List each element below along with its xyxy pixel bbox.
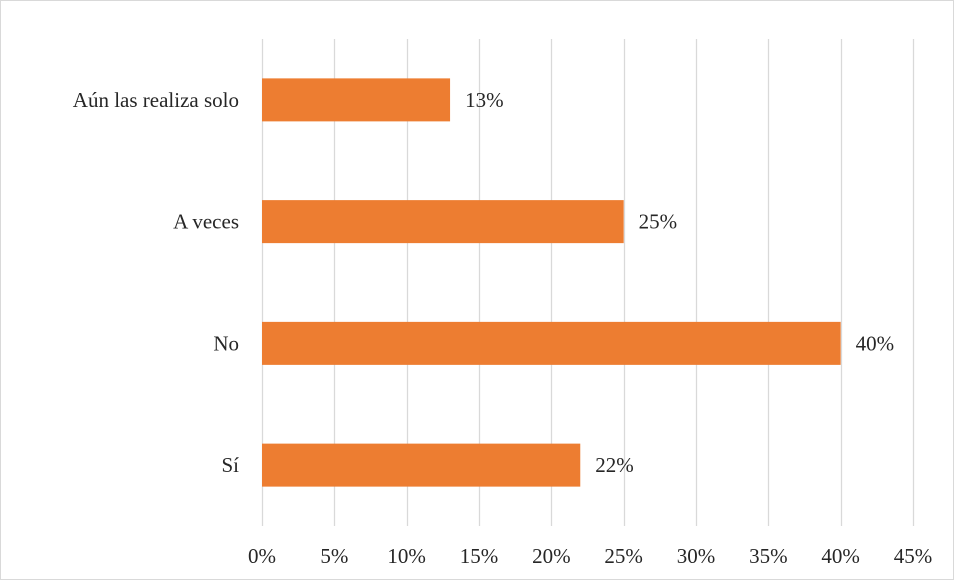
bar (262, 321, 841, 365)
x-tick-label: 35% (749, 544, 788, 568)
x-tick-label: 5% (320, 544, 348, 568)
x-tick-label: 15% (460, 544, 499, 568)
x-tick-label: 0% (248, 544, 276, 568)
data-label: 25% (639, 210, 678, 234)
category-label: No (213, 331, 239, 355)
x-tick-label: 30% (677, 544, 716, 568)
x-tick-label: 20% (532, 544, 571, 568)
x-tick-label: 25% (604, 544, 643, 568)
bar (262, 443, 581, 487)
x-tick-labels: 0% 5% 10% 15% 20% 25% 30% 35% 40% 45% (248, 544, 932, 568)
bar (262, 200, 624, 244)
category-label: Aún las realiza solo (73, 88, 239, 112)
x-tick-label: 10% (387, 544, 426, 568)
data-label: 40% (856, 331, 895, 355)
bars (262, 78, 841, 487)
data-labels: 13% 25% 40% 22% (465, 88, 894, 477)
x-tick-label: 40% (821, 544, 860, 568)
category-label: A veces (173, 210, 239, 234)
category-labels: Aún las realiza solo A veces No Sí (73, 88, 239, 477)
data-label: 22% (595, 453, 634, 477)
data-label: 13% (465, 88, 504, 112)
bar (262, 78, 451, 122)
category-label: Sí (221, 453, 239, 477)
x-tick-label: 45% (894, 544, 933, 568)
